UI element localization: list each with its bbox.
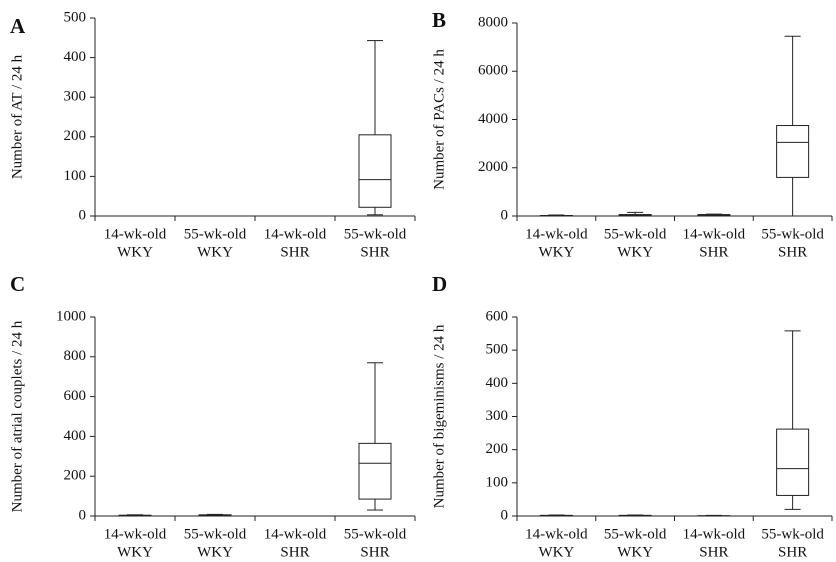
y-axis-label: Number of AT / 24 h xyxy=(9,54,25,179)
y-tick-label: 600 xyxy=(486,308,509,324)
x-tick-label: SHR xyxy=(280,544,309,560)
x-tick-label: SHR xyxy=(699,544,728,560)
y-tick-label: 4000 xyxy=(478,111,508,127)
box xyxy=(358,442,392,500)
y-tick-label: 200 xyxy=(64,128,87,144)
panel-label: A xyxy=(10,14,26,38)
x-tick-label: WKY xyxy=(197,544,233,560)
y-tick-label: 0 xyxy=(79,207,87,223)
y-tick-label: 100 xyxy=(64,168,87,184)
y-axis-label: Number of atrial couplets / 24 h xyxy=(9,320,25,512)
panel-label: D xyxy=(432,272,447,296)
box xyxy=(776,428,810,496)
box xyxy=(358,134,392,208)
x-tick-label: 55-wk-old xyxy=(604,526,667,542)
y-tick-label: 1000 xyxy=(56,308,86,324)
x-tick-label: SHR xyxy=(360,244,389,260)
y-tick-label: 500 xyxy=(64,9,87,25)
x-tick-label: WKY xyxy=(538,244,574,260)
x-tick-label: SHR xyxy=(280,244,309,260)
x-tick-label: WKY xyxy=(117,544,153,560)
x-tick-label: WKY xyxy=(538,544,574,560)
x-tick-label: 55-wk-old xyxy=(344,526,407,542)
y-axis-label: Number of bigeminisms / 24 h xyxy=(431,324,447,508)
x-tick-label: 14-wk-old xyxy=(525,526,588,542)
y-tick-label: 500 xyxy=(486,342,509,358)
x-tick-label: SHR xyxy=(778,544,807,560)
y-tick-label: 0 xyxy=(501,507,509,523)
x-tick-label: 55-wk-old xyxy=(184,526,247,542)
panel-label: C xyxy=(10,272,25,296)
x-tick-label: 14-wk-old xyxy=(104,526,167,542)
x-tick-label: WKY xyxy=(617,544,653,560)
x-tick-label: 14-wk-old xyxy=(264,226,327,242)
y-tick-label: 800 xyxy=(64,348,87,364)
y-tick-label: 400 xyxy=(64,428,87,444)
box xyxy=(776,125,810,178)
x-tick-label: 55-wk-old xyxy=(761,526,824,542)
x-tick-label: 55-wk-old xyxy=(761,226,824,242)
y-tick-label: 300 xyxy=(64,89,87,105)
x-tick-label: WKY xyxy=(197,244,233,260)
y-tick-label: 2000 xyxy=(478,159,508,175)
y-tick-label: 0 xyxy=(79,507,87,523)
x-tick-label: 14-wk-old xyxy=(683,526,746,542)
y-tick-label: 200 xyxy=(64,468,87,484)
x-tick-label: 14-wk-old xyxy=(525,226,588,242)
y-tick-label: 8000 xyxy=(478,14,508,30)
y-tick-label: 400 xyxy=(486,375,509,391)
x-tick-label: 14-wk-old xyxy=(264,526,327,542)
y-tick-label: 300 xyxy=(486,408,509,424)
x-tick-label: 55-wk-old xyxy=(184,226,247,242)
x-tick-label: WKY xyxy=(117,244,153,260)
y-tick-label: 0 xyxy=(501,207,509,223)
y-tick-label: 100 xyxy=(486,474,509,490)
y-tick-label: 400 xyxy=(64,49,87,65)
x-tick-label: 55-wk-old xyxy=(604,226,667,242)
x-tick-label: SHR xyxy=(778,244,807,260)
x-tick-label: 14-wk-old xyxy=(104,226,167,242)
x-tick-label: 14-wk-old xyxy=(683,226,746,242)
x-tick-label: WKY xyxy=(617,244,653,260)
y-tick-label: 200 xyxy=(486,441,509,457)
x-tick-label: SHR xyxy=(360,544,389,560)
y-tick-label: 6000 xyxy=(478,63,508,79)
x-tick-label: SHR xyxy=(699,244,728,260)
y-tick-label: 600 xyxy=(64,388,87,404)
panel-label: B xyxy=(432,8,446,32)
y-axis-label: Number of PACs / 24 h xyxy=(431,49,447,190)
x-tick-label: 55-wk-old xyxy=(344,226,407,242)
